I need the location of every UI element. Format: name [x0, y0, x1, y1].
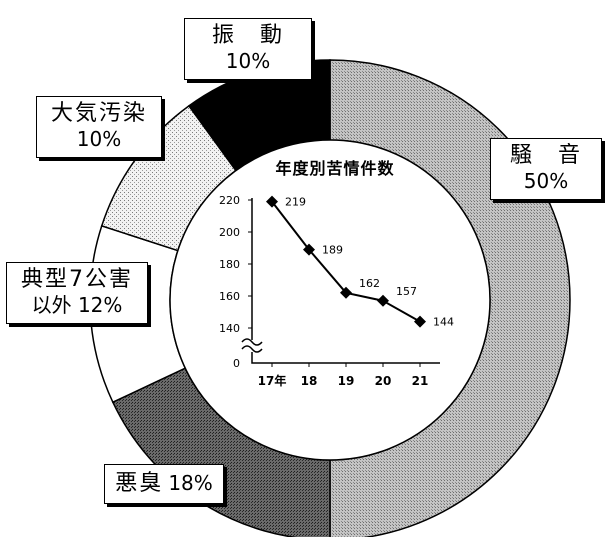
label-vibration-percent: 10%: [225, 49, 271, 74]
line-chart-title: 年度別苦情件数: [275, 159, 395, 178]
line-layer: 0 140 160 180 200 220 17年 18 19 20 21 219 189 162 157 1…: [219, 194, 454, 388]
axis-break-mark: [241, 338, 263, 353]
label-odor-name: 悪臭: [115, 471, 164, 496]
line-chart-axes: [251, 198, 440, 364]
x-tick-label: 20: [375, 374, 392, 388]
label-vibration-name: 振 動: [211, 23, 284, 48]
label-noise-percent: 50%: [523, 169, 569, 194]
label-other-line1: 典型7公害: [21, 267, 133, 292]
x-tick-label: 21: [412, 374, 429, 388]
data-point-marker: [266, 195, 278, 208]
x-tick-label: 17年: [258, 373, 287, 388]
y-tick-label: 200: [219, 226, 240, 239]
label-air-percent: 10%: [76, 127, 122, 152]
data-point-marker: [303, 243, 315, 256]
y-tick-label: 0: [233, 357, 240, 370]
x-tick-label: 18: [301, 374, 318, 388]
data-point-marker: [377, 294, 389, 307]
label-air-name: 大気汚染: [50, 101, 147, 126]
data-label: 219: [285, 196, 306, 209]
label-air: 大気汚染 10%: [36, 96, 162, 159]
label-noise-name: 騒 音: [509, 143, 582, 168]
data-point-marker: [414, 315, 426, 328]
data-label: 162: [359, 277, 380, 290]
data-point-marker: [340, 286, 352, 299]
label-other-line2-text: 以外: [31, 293, 72, 318]
donut-layer: [89, 59, 571, 541]
y-tick-label: 220: [219, 194, 240, 207]
data-label: 157: [396, 285, 417, 298]
y-tick-label: 180: [219, 258, 240, 271]
label-odor: 悪臭 18%: [104, 464, 224, 505]
data-label: 189: [322, 244, 343, 257]
label-other-percent: 12%: [77, 293, 123, 318]
x-tick-label: 19: [338, 374, 355, 388]
y-tick-label: 140: [219, 322, 240, 335]
y-tick-label: 160: [219, 290, 240, 303]
data-label: 144: [433, 316, 454, 329]
label-other-line2: 以外 12%: [7, 293, 147, 317]
label-other: 典型7公害 以外 12%: [6, 262, 148, 325]
label-odor-percent: 18%: [168, 471, 213, 495]
label-vibration: 振 動 10%: [184, 18, 312, 81]
label-noise: 騒 音 50%: [490, 138, 602, 201]
donut-center: [169, 139, 491, 461]
